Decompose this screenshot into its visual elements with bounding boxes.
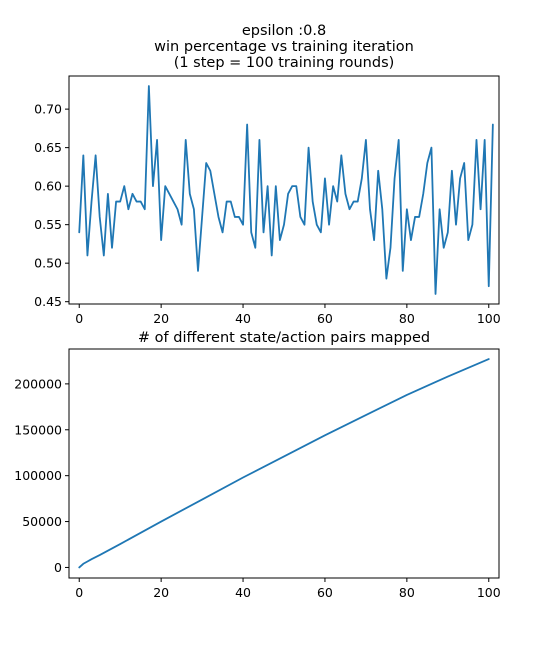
figure-title-line-3: (1 step = 100 training rounds): [174, 55, 395, 71]
plot-frame: [68, 348, 500, 579]
x-tick-label: 0: [75, 585, 83, 600]
win-percentage-chart: 0 20 40 60 80 100 0.45 0.50 0.55 0.60 0.65 0.70: [34, 75, 501, 326]
y-tick-label: 200000: [14, 376, 62, 391]
y-tick-label: 0.50: [34, 256, 62, 271]
y-tick-label: 0.60: [34, 179, 62, 194]
y-tick-label: 150000: [14, 422, 62, 437]
series-line: [78, 358, 490, 569]
y-tick-label: 50000: [22, 514, 62, 529]
plot-frame: [68, 75, 500, 305]
y-tick-label: 0.45: [34, 294, 62, 309]
state-action-chart-title: # of different state/action pairs mapped: [138, 330, 430, 346]
x-tick-label: 40: [235, 311, 251, 326]
x-tick-label: 20: [153, 585, 169, 600]
x-tick-label: 100: [477, 311, 501, 326]
x-tick-label: 20: [153, 311, 169, 326]
state-action-chart: 0 20 40 60 80 100 0 50000 100000 150000 200000: [14, 348, 501, 600]
x-tick-label: 80: [399, 585, 415, 600]
y-tick-label: 0: [54, 560, 62, 575]
y-tick-label: 0.65: [34, 140, 62, 155]
series-line: [78, 85, 494, 295]
x-tick-label: 60: [317, 311, 333, 326]
x-tick-label: 40: [235, 585, 251, 600]
x-tick-label: 100: [477, 585, 501, 600]
y-tick-label: 0.70: [34, 102, 62, 117]
y-tick-label: 0.55: [34, 217, 62, 232]
x-tick-label: 60: [317, 585, 333, 600]
y-tick-label: 100000: [14, 468, 62, 483]
x-tick-label: 0: [75, 311, 83, 326]
figure-title-line-2: win percentage vs training iteration: [154, 39, 414, 55]
x-tick-label: 80: [399, 311, 415, 326]
figure-title-line-1: epsilon :0.8: [242, 23, 326, 39]
